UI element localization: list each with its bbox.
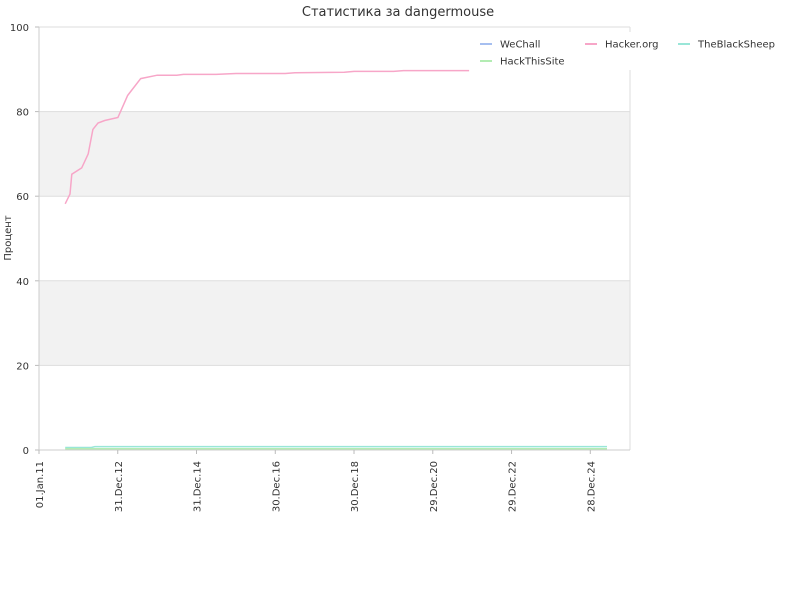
y-tick-label: 100: [10, 23, 29, 34]
grid-band: [39, 280, 630, 366]
y-tick-labels: 0 20 40 60 80 100: [10, 23, 29, 457]
x-tick-label: 29.Dec.20: [429, 461, 440, 512]
y-tick-label: 80: [16, 108, 29, 119]
axes: [38, 27, 631, 451]
series-line-theblacksheep: [65, 445, 607, 449]
legend-background: [474, 32, 800, 70]
x-tick-label: 31.Dec.14: [193, 461, 204, 512]
legend: WeChall Hacker.org TheBlackSheep HackThisSi…: [474, 32, 800, 70]
grid-bands: [39, 111, 630, 366]
series-lines: [64, 69, 607, 450]
grid-band: [39, 111, 630, 197]
legend-label-hackthissite: HackThisSite: [500, 57, 565, 68]
grid-lines: [35, 26, 630, 451]
legend-label-theblacksheep: TheBlackSheep: [697, 40, 775, 51]
x-tick-label: 30.Dec.18: [350, 461, 361, 512]
x-tick-label: 28.Dec.24: [586, 461, 597, 512]
chart-title: Статистика за dangermouse: [302, 5, 494, 20]
x-tick-label: 31.Dec.12: [114, 461, 125, 512]
x-tick-label: 30.Dec.16: [271, 461, 282, 512]
y-tick-label: 0: [23, 446, 29, 457]
y-tick-label: 60: [16, 192, 29, 203]
x-tick-label: 01.Jan.11: [35, 461, 46, 508]
x-tick-label: 29.Dec.22: [508, 461, 519, 512]
legend-label-wechall: WeChall: [500, 40, 540, 51]
y-tick-label: 20: [16, 361, 29, 372]
x-tick-labels: 01.Jan.11 31.Dec.12 31.Dec.14 30.Dec.16 30.D…: [35, 450, 597, 512]
y-tick-label: 40: [16, 277, 29, 288]
legend-label-hacker-org: Hacker.org: [605, 40, 659, 51]
series-line-hacker-org: [64, 69, 470, 205]
y-axis-label: Процент: [3, 215, 14, 260]
